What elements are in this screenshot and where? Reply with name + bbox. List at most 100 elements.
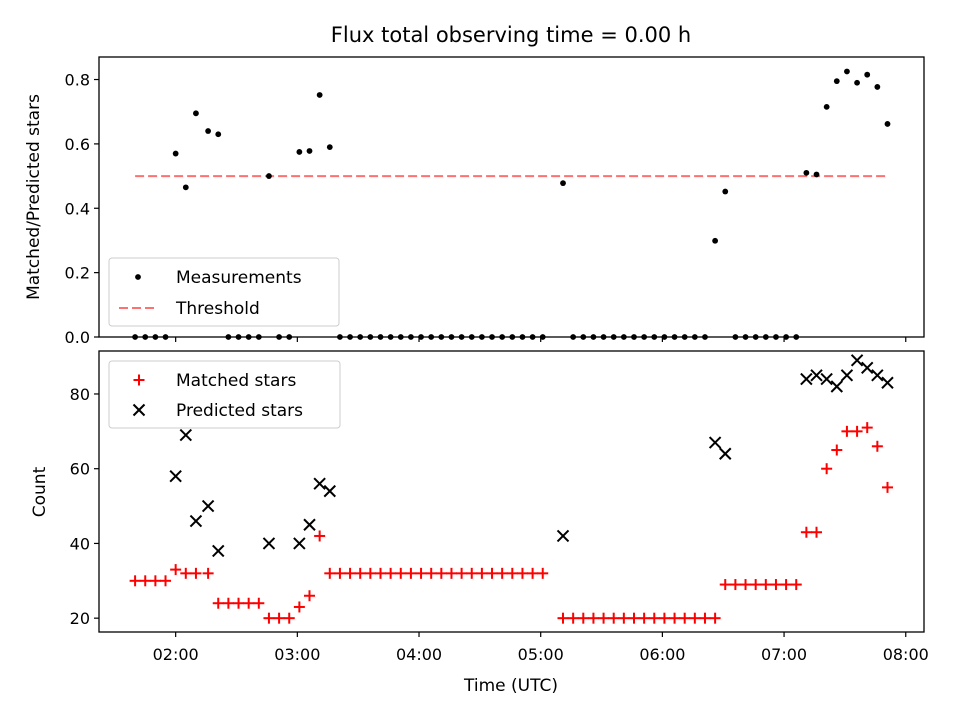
predicted-star-point-6-b [293,537,306,550]
matched-star-point-25 [385,567,397,579]
measurement-point-70 [854,79,860,86]
matched-star-point-30 [435,567,447,579]
matched-star-point-42 [567,612,579,624]
count-xtick-label: 08:00 [883,645,929,664]
predicted-star-point-14 [810,369,823,382]
measurement-point-69 [844,68,850,75]
matched-star-point-2 [149,575,161,587]
matched-star-point-22 [354,567,366,579]
matched-star-point-73 [881,481,893,493]
matched-star-point-15 [283,612,295,624]
legend-label-count-1: Predicted stars [176,401,303,421]
matched-star-point-35 [486,567,498,579]
ratio-plot-area [132,68,891,340]
count-plot-area [129,354,894,624]
predicted-star-point-12 [719,447,732,460]
matched-star-point-45 [598,612,610,624]
ratio-legend-box [108,257,340,327]
matched-star-point-20 [334,567,346,579]
matched-star-point-12 [253,597,265,609]
count-xtick-label: 06:00 [639,645,685,664]
matched-star-point-27 [405,567,417,579]
matched-star-point-21 [344,567,356,579]
matched-star-point-61 [760,579,772,591]
count-ytick-label: 20 [70,609,90,628]
predicted-star-point-13 [800,372,813,386]
count-xtick-label: 02:00 [153,645,199,664]
predicted-star-point-7-b [303,518,316,531]
legend-measurements-marker [135,274,141,280]
matched-star-point-43 [577,612,589,624]
matched-star-point-8 [212,597,224,609]
matched-star-point-11 [243,597,255,609]
measurement-point-4 [172,150,179,157]
measurement-point-13 [266,173,272,179]
count-legend: Matched stars Predicted stars [108,360,341,429]
matched-star-point-67 [821,463,833,475]
predicted-star-point-11-b [708,436,722,449]
predicted-star-point-9-b [323,484,336,498]
matched-star-point-49 [638,612,650,624]
ratio-ytick-label: 0.2 [65,264,90,283]
matched-star-point-0 [129,575,141,587]
matched-star-point-7 [202,567,214,579]
predicted-star-point-7 [303,518,316,531]
matched-star-point-62 [770,579,782,591]
matched-star-point-37 [506,567,518,579]
matched-star-point-63 [780,579,792,591]
legend-matched-marker [133,374,145,386]
matched-star-point-23 [364,567,376,579]
ratio-axes-frame [98,56,925,338]
count-legend-box [108,360,341,429]
predicted-star-point-9 [323,484,336,498]
matched-star-point-72 [871,440,883,452]
count-ytick-label: 80 [70,385,90,404]
predicted-star-point-2 [189,514,203,528]
predicted-star-point-21-b [881,376,894,389]
matched-star-point-50 [648,612,660,624]
matched-star-point-1 [139,575,151,587]
matched-star-point-64 [790,579,802,591]
predicted-star-point-1 [179,428,193,442]
legend-predicted-marker [132,403,146,417]
legend-predicted-marker-b [132,403,146,417]
matched-star-point-14 [273,612,285,624]
legend-label-1: Threshold [175,299,260,319]
measurement-point-71 [864,71,871,78]
predicted-star-point-3 [201,499,215,513]
predicted-star-point-16-b [830,380,844,393]
matched-star-point-60 [750,579,762,591]
predicted-star-point-11 [708,436,722,449]
predicted-star-point-17 [840,369,854,382]
matched-star-point-52 [669,612,681,624]
predicted-star-point-21 [881,376,894,389]
count-ytick-label: 40 [70,534,90,553]
predicted-star-point-10 [556,529,570,543]
matched-star-point-69 [841,425,853,437]
chart-title: Flux total observing time = 0.00 h [331,23,691,47]
measurement-point-7 [205,128,212,134]
matched-star-point-3 [160,575,172,587]
matched-star-point-5 [180,567,192,579]
matched-star-point-66 [811,526,823,538]
matched-star-point-10 [233,597,245,609]
predicted-star-point-5-b [262,537,276,550]
measurement-point-68 [833,78,840,85]
matched-star-point-18 [314,530,326,542]
measurement-point-5 [182,184,189,191]
measurement-point-67 [823,103,830,110]
matched-star-point-29 [425,567,437,579]
matched-star-point-44 [587,612,599,624]
matched-star-point-31 [445,567,457,579]
measurement-point-56 [712,237,719,244]
predicted-star-point-0 [169,469,182,483]
matched-star-point-41 [557,612,569,624]
matched-star-point-47 [618,612,630,624]
predicted-star-point-5 [262,537,276,550]
matched-star-point-19 [324,567,336,579]
ratio-y-axis-label: Matched/Predicted stars [24,94,44,300]
matched-star-point-54 [689,612,701,624]
predicted-star-point-19-b [861,361,874,375]
